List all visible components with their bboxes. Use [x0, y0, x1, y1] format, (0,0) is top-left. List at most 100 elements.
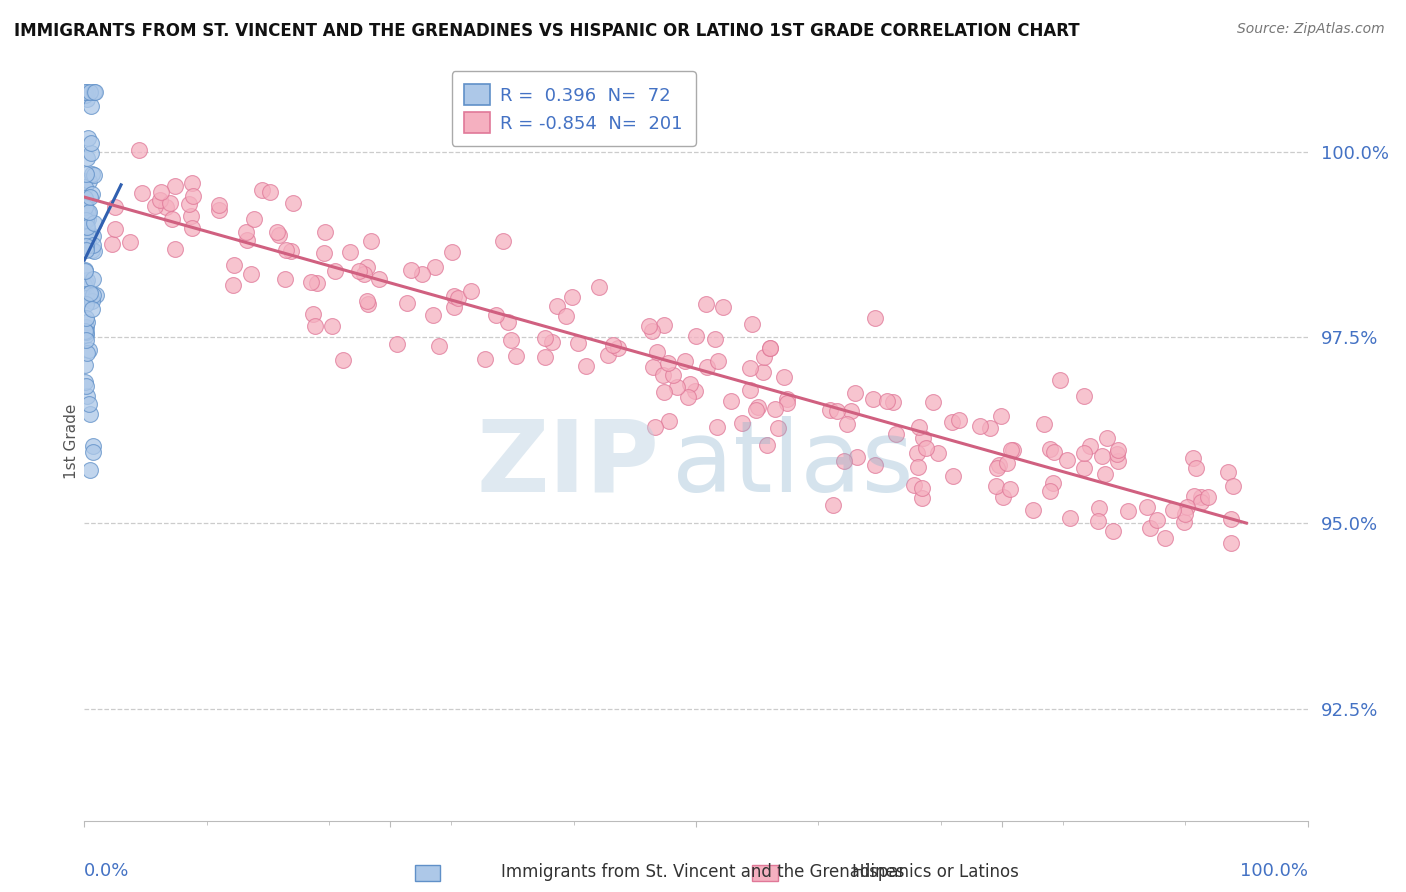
Text: 100.0%: 100.0%	[1240, 863, 1308, 880]
Point	[79, 174, 101, 188]
Point	[235, 233, 257, 247]
Point	[1056, 452, 1078, 467]
Point	[825, 404, 848, 418]
Point	[280, 244, 302, 258]
Point	[73, 85, 96, 99]
Point	[1078, 439, 1101, 453]
Point	[73, 263, 96, 277]
Point	[863, 310, 886, 325]
Point	[1039, 483, 1062, 498]
Point	[1161, 503, 1184, 517]
Point	[776, 392, 799, 406]
Point	[1218, 466, 1240, 480]
Point	[835, 417, 858, 432]
Point	[845, 450, 868, 464]
Point	[332, 352, 354, 367]
Point	[863, 458, 886, 472]
Point	[75, 333, 97, 347]
Point	[1049, 373, 1071, 387]
Point	[80, 301, 103, 316]
Point	[73, 376, 96, 390]
Point	[942, 469, 965, 483]
Point	[823, 498, 845, 512]
Point	[73, 277, 96, 292]
Point	[988, 458, 1011, 472]
Point	[259, 185, 281, 199]
Point	[82, 445, 104, 459]
Text: atlas: atlas	[672, 416, 912, 513]
Point	[443, 289, 465, 303]
Point	[1175, 500, 1198, 514]
Point	[662, 368, 685, 383]
Point	[754, 350, 776, 364]
Point	[772, 370, 794, 384]
Point	[75, 291, 97, 305]
Point	[353, 267, 375, 281]
Point	[75, 191, 97, 205]
Point	[1220, 536, 1243, 550]
Point	[76, 85, 98, 99]
Point	[763, 401, 786, 416]
Point	[844, 386, 866, 401]
Point	[177, 197, 200, 211]
Point	[1222, 479, 1244, 493]
Point	[75, 297, 97, 311]
Point	[534, 350, 557, 364]
Point	[357, 297, 380, 311]
Point	[751, 365, 773, 379]
Point	[82, 272, 104, 286]
Point	[385, 337, 408, 351]
Point	[77, 212, 100, 227]
Point	[242, 212, 264, 227]
Point	[83, 85, 105, 99]
Point	[222, 258, 245, 272]
Point	[711, 301, 734, 315]
Point	[740, 361, 762, 376]
Point	[1094, 467, 1116, 482]
Point	[73, 88, 96, 103]
Point	[77, 397, 100, 411]
Point	[75, 263, 97, 277]
Point	[678, 376, 700, 391]
Point	[1185, 461, 1208, 475]
Point	[1042, 475, 1064, 490]
Point	[695, 297, 717, 311]
Point	[911, 491, 934, 505]
Point	[208, 202, 231, 217]
Point	[75, 239, 97, 253]
Point	[80, 167, 103, 181]
Point	[1102, 524, 1125, 538]
Point	[673, 354, 696, 368]
Point	[104, 200, 127, 214]
Point	[180, 209, 202, 223]
Point	[707, 354, 730, 368]
Point	[990, 409, 1012, 424]
Point	[83, 244, 105, 259]
Point	[876, 394, 898, 409]
Point	[80, 98, 103, 112]
Point	[574, 359, 596, 373]
Point	[485, 308, 508, 322]
Point	[312, 246, 335, 260]
Point	[911, 481, 934, 495]
Point	[239, 267, 262, 281]
Point	[1073, 460, 1095, 475]
Point	[908, 420, 931, 434]
Point	[73, 180, 96, 194]
Point	[76, 315, 98, 329]
Point	[1073, 446, 1095, 460]
Point	[496, 315, 519, 329]
Point	[738, 383, 761, 397]
Point	[321, 318, 343, 333]
Point	[274, 272, 297, 286]
Point	[149, 185, 172, 199]
Point	[460, 284, 482, 298]
Point	[75, 167, 97, 181]
Point	[266, 225, 288, 239]
Point	[1087, 514, 1109, 528]
Point	[1088, 501, 1111, 516]
Point	[652, 384, 675, 399]
Point	[163, 242, 186, 256]
Point	[73, 201, 96, 215]
Point	[440, 244, 463, 259]
